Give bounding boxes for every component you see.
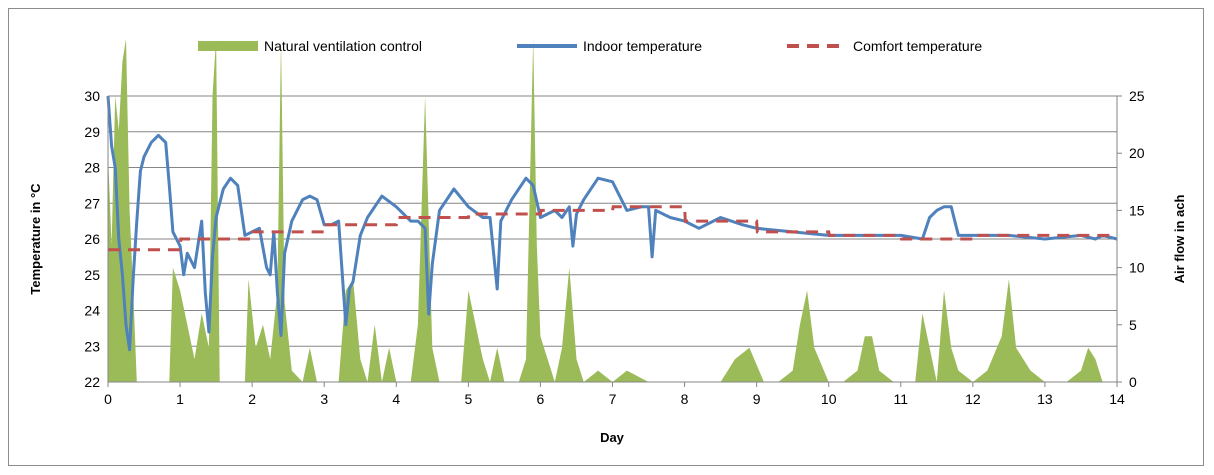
chart-frame	[8, 8, 1204, 466]
legend-label-indoor: Indoor temperature	[583, 38, 702, 54]
y-tick-label: 22	[84, 374, 100, 390]
x-tick-label: 0	[104, 391, 112, 407]
y2-tick-label: 20	[1129, 145, 1145, 161]
ventilation-area-layer	[108, 38, 1117, 383]
axes	[107, 95, 1122, 387]
series-indoor-temperature	[106, 95, 1118, 352]
x-tick-label: 10	[821, 391, 837, 407]
y2-tick-label: 10	[1129, 260, 1145, 276]
legend-label-ventilation: Natural ventilation control	[264, 38, 422, 54]
y2-tick-label: 0	[1129, 374, 1137, 390]
x-tick-label: 14	[1109, 391, 1125, 407]
y-tick-label: 29	[84, 124, 100, 140]
y-tick-label: 27	[84, 195, 100, 211]
y-tick-label: 26	[84, 231, 100, 247]
x-tick-label: 7	[609, 391, 617, 407]
x-tick-label: 8	[681, 391, 689, 407]
y2-tick-label: 25	[1129, 88, 1145, 104]
legend: Natural ventilation control Indoor tempe…	[198, 38, 982, 54]
y2-tick-label: 15	[1129, 202, 1145, 218]
series-natural-ventilation-control	[108, 38, 1117, 383]
y-tick-label: 30	[84, 88, 100, 104]
x-tick-label: 6	[537, 391, 545, 407]
x-tick-label: 11	[894, 391, 909, 407]
y-axis-title: Temperature in °C	[28, 183, 43, 295]
series-comfort-temperature	[108, 205, 1117, 252]
x-tick-label: 1	[176, 391, 184, 407]
y2-tick-label: 5	[1129, 317, 1137, 333]
legend-label-comfort: Comfort temperature	[853, 38, 982, 54]
x-tick-label: 13	[1037, 391, 1053, 407]
x-tick-label: 2	[248, 391, 256, 407]
x-axis-title: Day	[600, 430, 625, 445]
y2-axis-title: Air flow in ach	[1172, 195, 1187, 284]
x-tick-label: 9	[753, 391, 761, 407]
y-tick-label: 23	[84, 338, 100, 354]
x-tick-label: 12	[965, 391, 981, 407]
x-tick-label: 5	[464, 391, 472, 407]
line-series-layer	[106, 95, 1118, 352]
x-tick-label: 4	[392, 391, 400, 407]
y-tick-label: 28	[84, 160, 100, 176]
x-tick-label: 3	[320, 391, 328, 407]
legend-swatch-ventilation	[198, 41, 258, 51]
y-tick-label: 25	[84, 267, 100, 283]
y-tick-label: 24	[84, 303, 100, 319]
